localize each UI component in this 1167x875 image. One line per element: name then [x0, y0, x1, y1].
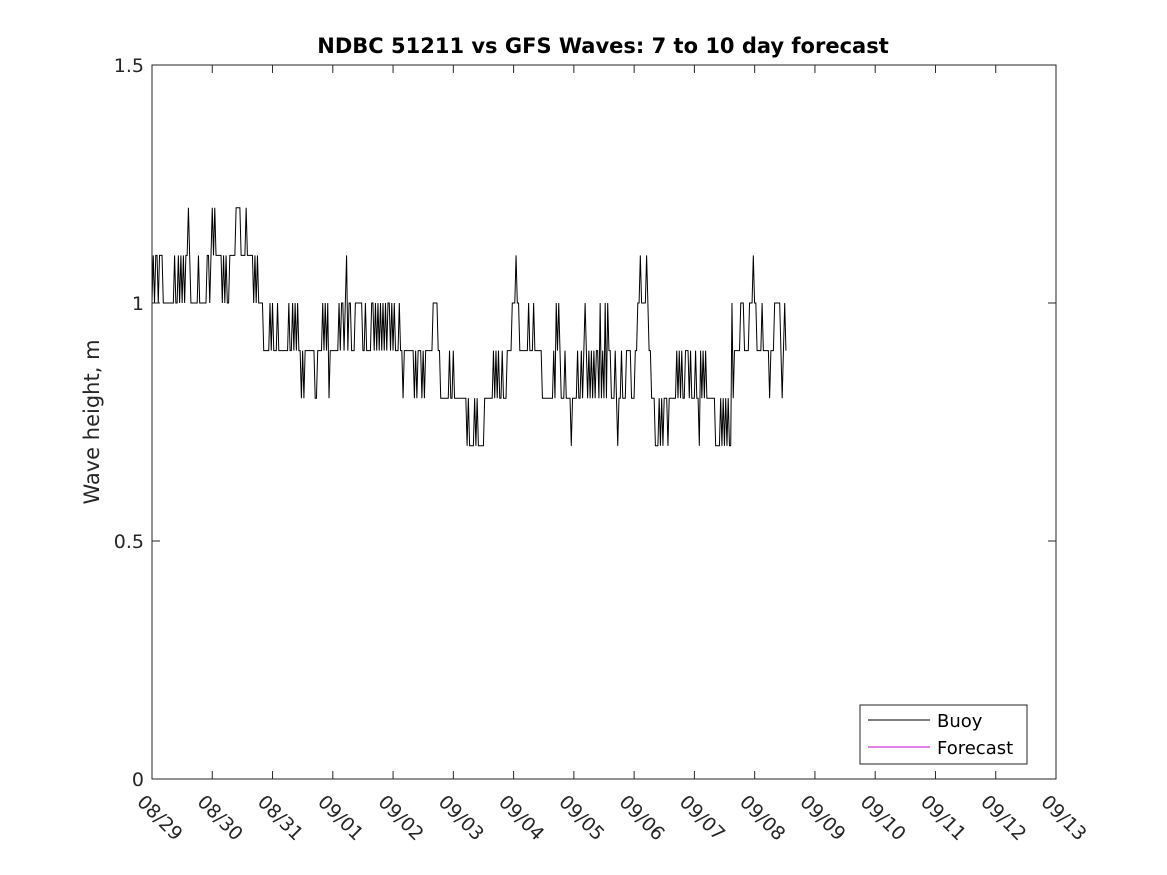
legend-label-buoy: Buoy: [937, 711, 983, 732]
series-line-buoy: [151, 207, 787, 447]
plot-frame: [151, 64, 1057, 780]
series-lines: [151, 207, 787, 447]
legend-box: [859, 704, 1028, 765]
legend-label-forecast: Forecast: [937, 738, 1013, 759]
y-tick-label: 1.5: [114, 55, 144, 77]
y-axis-label: Wave height, m: [80, 339, 104, 504]
plot-area: [152, 65, 1056, 779]
y-tick-label: 0.5: [114, 531, 144, 553]
y-tick-label: 0: [132, 769, 144, 791]
y-tick-label: 1: [132, 293, 144, 315]
chart-title: NDBC 51211 vs GFS Waves: 7 to 10 day for…: [317, 34, 888, 58]
legend: Buoy Forecast: [859, 704, 1028, 765]
